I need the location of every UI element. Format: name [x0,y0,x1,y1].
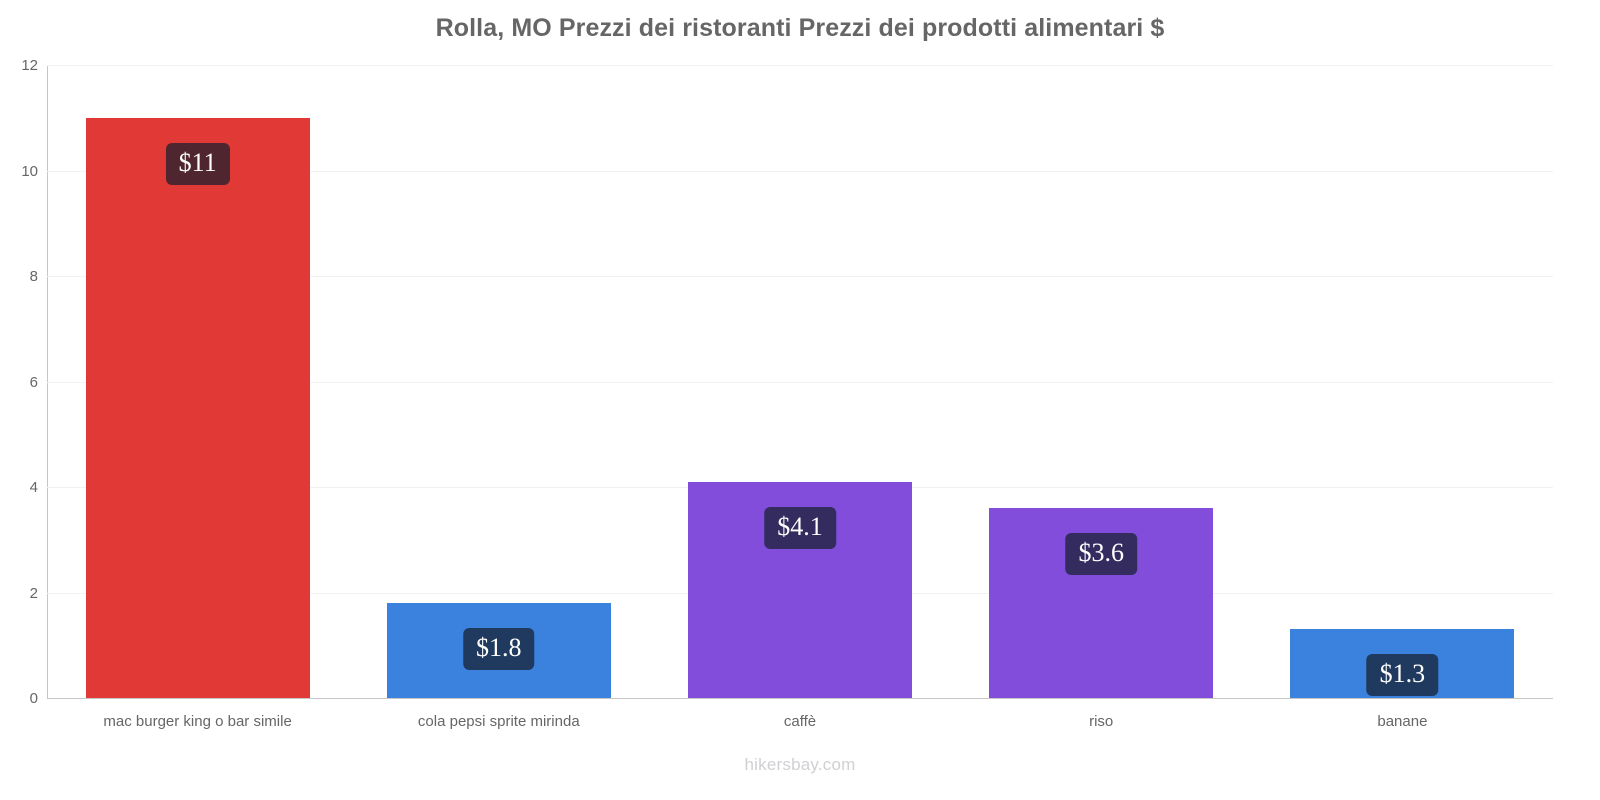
y-axis-tick-label: 0 [29,690,38,707]
y-axis-tick-label: 6 [29,373,38,391]
x-axis-tick-label-5: banane [1377,713,1428,730]
bar-1[interactable] [85,117,310,698]
bar-value-label-1: $11 [165,142,230,185]
x-axis-tick-label-3: caffè [783,713,817,730]
bar-value-label-2: $1.8 [463,628,535,671]
x-axis-tick-label-2: cola pepsi sprite mirinda [417,713,580,730]
bar-value-label-5: $1.3 [1366,654,1439,697]
bar-value-label-3: $4.1 [764,506,836,549]
y-axis-tick-label: 8 [29,268,38,285]
gridline [47,65,1553,66]
x-axis-tick-label-4: riso [1089,713,1114,730]
gridline [47,698,1553,699]
y-axis-tick-label: 4 [29,479,38,496]
footer-source: hikersbay.com [744,755,856,774]
gridline [47,276,1553,277]
bar-value-label-4: $3.6 [1065,533,1137,576]
gridline [47,170,1553,172]
chart-title: Rolla, MO Prezzi dei ristoranti Prezzi d… [435,14,1165,42]
x-axis-tick-label-1: mac burger king o bar simile [103,713,292,730]
y-axis-tick-label: 12 [21,57,38,74]
y-axis-tick-label: 10 [21,162,38,180]
y-axis-tick-label: 2 [29,584,38,602]
gridline [47,381,1553,383]
